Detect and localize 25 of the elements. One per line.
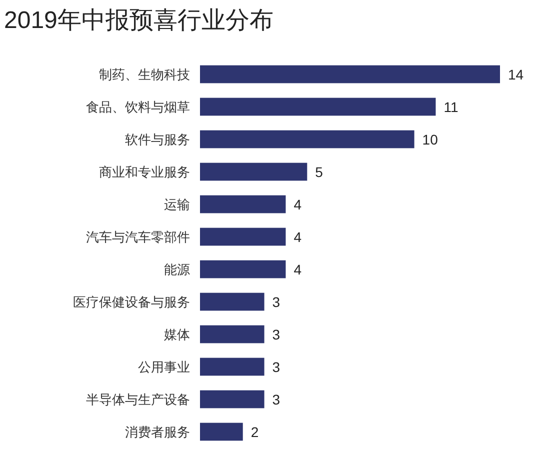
data-label: 3 — [272, 391, 280, 408]
y-tick-label: 运输 — [164, 196, 190, 212]
data-label: 4 — [294, 228, 302, 245]
y-tick-label: 软件与服务 — [125, 132, 190, 147]
y-tick-label: 媒体 — [164, 326, 190, 342]
title: 2019年中报预喜行业分布 — [4, 7, 274, 34]
data-label: 10 — [422, 131, 438, 148]
y-tick-label: 食品、饮料与烟草 — [86, 99, 190, 114]
data-label: 5 — [315, 164, 324, 180]
y-tick-label: 公用事业 — [138, 359, 190, 374]
y-tick-label: 能源 — [164, 262, 190, 277]
y-tick-label: 制药、生物科技 — [99, 66, 190, 82]
y-tick-label: 消费者服务 — [125, 424, 190, 440]
y-tick-label: 汽车与汽车零部件 — [86, 229, 190, 244]
data-label: 2 — [250, 424, 259, 440]
data-label: 4 — [294, 261, 302, 278]
data-label: 14 — [508, 66, 524, 82]
y-tick-label: 医疗保健设备与服务 — [73, 294, 190, 310]
data-label: 11 — [444, 98, 458, 115]
y-tick-label: 商业和专业服务 — [99, 164, 190, 180]
data-label: 3 — [272, 358, 280, 375]
data-label: 3 — [272, 294, 280, 310]
data-label: 3 — [272, 326, 280, 342]
y-tick-label: 半导体与生产设备 — [86, 392, 190, 407]
data-label: 4 — [294, 196, 302, 212]
